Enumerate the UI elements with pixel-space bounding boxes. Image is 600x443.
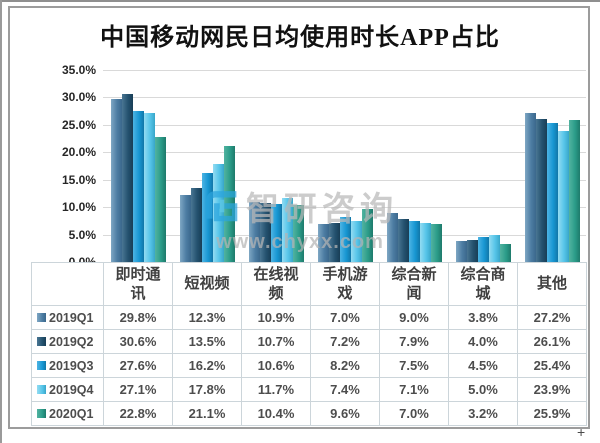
value-cell: 23.9%	[517, 377, 587, 402]
value-cell: 7.0%	[310, 305, 380, 330]
category-header: 即时通讯	[103, 262, 173, 306]
value-cell: 12.3%	[172, 305, 242, 330]
legend-marker-icon	[37, 409, 46, 418]
y-tick-label: 5.0%	[68, 227, 96, 242]
value-cell: 9.6%	[310, 401, 380, 426]
legend-marker-icon	[37, 337, 46, 346]
legend-cell: 2019Q4	[31, 377, 104, 402]
category-header: 其他	[517, 262, 587, 306]
legend-marker-icon	[37, 385, 46, 394]
gridline	[103, 97, 586, 99]
y-tick-label: 15.0%	[61, 172, 96, 187]
series-name: 2020Q1	[49, 406, 94, 421]
y-tick-label: 30.0%	[61, 90, 96, 105]
value-cell: 10.7%	[241, 329, 311, 354]
series-name: 2019Q2	[49, 334, 94, 349]
value-cell: 5.0%	[448, 377, 518, 402]
value-cell: 7.9%	[379, 329, 449, 354]
gridline	[103, 234, 586, 236]
series-name: 2019Q3	[49, 358, 94, 373]
value-cell: 27.2%	[517, 305, 587, 330]
legend-marker-icon	[37, 313, 46, 322]
table-row: 2019Q1 29.8% 12.3% 10.9% 7.0% 9.0% 3.8% 27.2%	[31, 305, 587, 330]
value-cell: 29.8%	[103, 305, 173, 330]
legend-cell: 2020Q1	[31, 401, 104, 426]
value-cell: 25.4%	[517, 353, 587, 378]
category-header: 综合新闻	[379, 262, 449, 306]
value-cell: 7.2%	[310, 329, 380, 354]
category-header: 短视频	[172, 262, 242, 306]
category-header: 在线视频	[241, 262, 311, 306]
series-name: 2019Q4	[49, 382, 94, 397]
value-cell: 11.7%	[241, 377, 311, 402]
value-cell: 21.1%	[172, 401, 242, 426]
chart-title: 中国移动网民日均使用时长APP占比	[100, 25, 500, 51]
data-table: 即时通讯 短视频 在线视频 手机游戏 综合新闻 综合商城 其他 2019Q1 29.8% 12.…	[31, 262, 587, 426]
value-cell: 7.1%	[379, 377, 449, 402]
value-cell: 8.2%	[310, 353, 380, 378]
value-cell: 22.8%	[103, 401, 173, 426]
legend-marker-icon	[37, 361, 46, 370]
table-row: 2019Q3 27.6% 16.2% 10.6% 8.2% 7.5% 4.5% 25.4%	[31, 353, 587, 378]
value-cell: 30.6%	[103, 329, 173, 354]
category-header: 手机游戏	[310, 262, 380, 306]
value-cell: 25.9%	[517, 401, 587, 426]
value-cell: 13.5%	[172, 329, 242, 354]
value-cell: 10.6%	[241, 353, 311, 378]
legend-cell: 2019Q3	[31, 353, 104, 378]
screen-border-left	[0, 0, 2, 443]
gridline	[103, 70, 586, 71]
legend-cell: 2019Q1	[31, 305, 104, 330]
chart-resize-handle[interactable]: +	[577, 424, 586, 440]
value-cell: 7.0%	[379, 401, 449, 426]
category-header: 综合商城	[448, 262, 518, 306]
gridline	[103, 152, 586, 154]
y-tick-label: 25.0%	[61, 117, 96, 132]
value-cell: 7.5%	[379, 353, 449, 378]
value-cell: 27.1%	[103, 377, 173, 402]
table-row: 2020Q1 22.8% 21.1% 10.4% 9.6% 7.0% 3.2% 25.9%	[31, 401, 587, 426]
table-row: 2019Q2 30.6% 13.5% 10.7% 7.2% 7.9% 4.0% 26.1%	[31, 329, 587, 354]
table-row: 2019Q4 27.1% 17.8% 11.7% 7.4% 7.1% 5.0% 23.9%	[31, 377, 587, 402]
value-cell: 9.0%	[379, 305, 449, 330]
value-cell: 17.8%	[172, 377, 242, 402]
value-cell: 16.2%	[172, 353, 242, 378]
value-cell: 26.1%	[517, 329, 587, 354]
value-cell: 10.4%	[241, 401, 311, 426]
y-tick-label: 20.0%	[61, 145, 96, 160]
series-name: 2019Q1	[49, 310, 94, 325]
gridline	[103, 207, 586, 209]
value-cell: 10.9%	[241, 305, 311, 330]
value-cell: 3.2%	[448, 401, 518, 426]
gridline	[103, 124, 586, 126]
value-cell: 4.0%	[448, 329, 518, 354]
legend-cell: 2019Q2	[31, 329, 104, 354]
table-corner-cell	[31, 262, 104, 306]
value-cell: 4.5%	[448, 353, 518, 378]
value-cell: 3.8%	[448, 305, 518, 330]
gridline	[103, 179, 586, 181]
screen-border-top	[0, 0, 600, 2]
y-tick-label: 35.0%	[61, 63, 96, 77]
value-cell: 7.4%	[310, 377, 380, 402]
value-cell: 27.6%	[103, 353, 173, 378]
y-tick-label: 10.0%	[61, 200, 96, 215]
